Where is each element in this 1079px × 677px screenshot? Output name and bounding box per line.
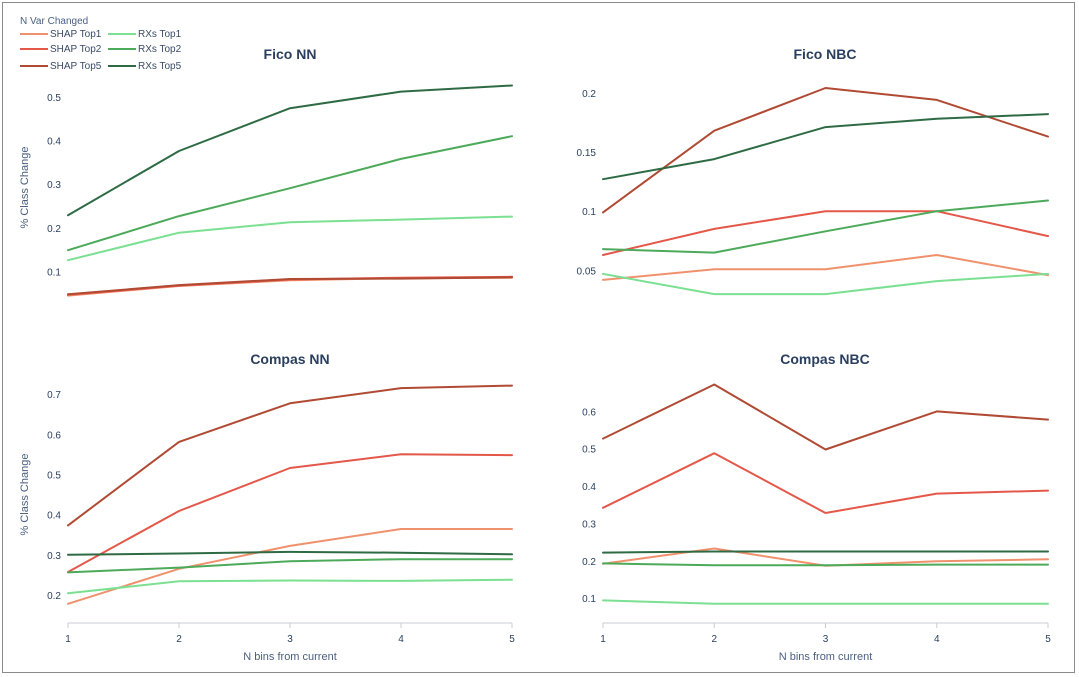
x-tick-label: 5 [1045, 634, 1051, 645]
y-tick-label: 0.05 [577, 266, 597, 277]
series-line-shap-top5 [602, 87, 1049, 214]
y-axis-title: % Class Change [19, 147, 31, 229]
x-tick-label: 4 [398, 634, 404, 645]
y-axis-title: % Class Change [19, 454, 31, 536]
x-tick-label: 1 [600, 634, 606, 645]
series-line-rxs-top1 [67, 215, 513, 262]
legend-item-rxs-top5[interactable]: RXs Top5 [108, 61, 182, 72]
x-tick-label: 2 [176, 634, 182, 645]
x-axis-title: N bins from current [243, 651, 337, 663]
panel-title: Fico NN [264, 46, 317, 62]
y-tick-label: 0.6 [582, 407, 596, 418]
series-line-rxs-top1 [67, 578, 513, 595]
x-tick-label: 4 [934, 634, 940, 645]
panel-compas-nn: Compas NN 0.2 0.3 0.4 0.5 0.6 0.7 1 2 3 4 5 % Class … [19, 351, 515, 663]
y-tick-label: 0.4 [47, 511, 61, 522]
y-tick-label: 0.4 [47, 137, 61, 148]
y-tick-label: 0.2 [47, 591, 61, 602]
y-tick-label: 0.15 [577, 148, 597, 159]
x-tick-label: 2 [711, 634, 717, 645]
y-tick-label: 0.7 [47, 390, 61, 401]
x-axis-title: N bins from current [779, 651, 873, 663]
y-tick-label: 0.3 [582, 519, 596, 530]
x-tick-label: 5 [509, 634, 515, 645]
series-line-shap-top2 [602, 452, 1049, 514]
panel-fico-nbc: Fico NBC 0.05 0.1 0.15 0.2 [577, 46, 1049, 296]
series-line-rxs-top2 [67, 558, 513, 574]
legend-label: SHAP Top5 [50, 61, 102, 72]
x-tick-label: 3 [823, 634, 829, 645]
panel-compas-nbc: Compas NBC 0.1 0.2 0.3 0.4 0.5 0.6 1 2 3 4 5 N bins … [582, 351, 1051, 663]
legend-label: SHAP Top1 [50, 29, 102, 40]
panel-title: Fico NBC [794, 46, 857, 62]
series-line-rxs-top1 [602, 599, 1049, 605]
legend-item-shap-top5[interactable]: SHAP Top5 [20, 61, 102, 72]
series-line-rxs-top5 [67, 550, 513, 556]
series-line-shap-top2 [602, 210, 1049, 256]
y-tick-label: 0.1 [47, 268, 61, 279]
panel-title: Compas NBC [780, 351, 869, 367]
y-tick-label: 0.1 [582, 207, 596, 218]
series-line-rxs-top5 [602, 550, 1049, 554]
legend: N Var Changed SHAP Top1 SHAP Top2 SHAP Top… [20, 16, 182, 72]
series-line-rxs-top2 [67, 135, 513, 252]
y-tick-label: 0.3 [47, 180, 61, 191]
y-tick-label: 0.6 [47, 430, 61, 441]
series-line-rxs-top2 [602, 199, 1049, 254]
series-line-rxs-top1 [602, 272, 1049, 296]
y-tick-label: 0.1 [582, 594, 596, 605]
chart-panels: Fico NN0.10.20.30.40.5% Class ChangeFico… [19, 46, 1051, 663]
legend-label: RXs Top2 [138, 44, 182, 55]
y-tick-label: 0.3 [47, 551, 61, 562]
legend-item-rxs-top1[interactable]: RXs Top1 [108, 29, 182, 40]
y-tick-label: 0.4 [582, 482, 596, 493]
y-tick-label: 0.5 [47, 93, 61, 104]
legend-item-shap-top2[interactable]: SHAP Top2 [20, 44, 102, 55]
legend-label: RXs Top1 [138, 29, 182, 40]
legend-label: SHAP Top2 [50, 44, 102, 55]
series-line-rxs-top5 [67, 84, 513, 217]
series-line-rxs-top2 [602, 562, 1049, 567]
series-line-shap-top5 [67, 384, 513, 527]
y-tick-label: 0.2 [47, 224, 61, 235]
series-line-shap-top5 [602, 383, 1049, 451]
y-tick-label: 0.2 [582, 557, 596, 568]
series-line-shap-top5 [67, 276, 513, 296]
x-tick-label: 1 [65, 634, 71, 645]
legend-label: RXs Top5 [138, 61, 182, 72]
panel-title: Compas NN [250, 351, 329, 367]
y-tick-label: 0.5 [582, 445, 596, 456]
series-line-shap-top2 [67, 453, 513, 573]
series-line-shap-top1 [67, 528, 513, 605]
series-line-shap-top1 [602, 254, 1049, 281]
series-line-rxs-top5 [602, 113, 1049, 181]
panel-fico-nn: Fico NN 0.1 0.2 0.3 0.4 0.5 % Class Change [19, 46, 513, 297]
y-tick-label: 0.5 [47, 470, 61, 481]
legend-item-rxs-top2[interactable]: RXs Top2 [108, 44, 182, 55]
legend-item-shap-top1[interactable]: SHAP Top1 [20, 29, 102, 40]
y-tick-label: 0.2 [582, 89, 596, 100]
legend-title: N Var Changed [20, 16, 88, 27]
x-tick-label: 3 [287, 634, 293, 645]
